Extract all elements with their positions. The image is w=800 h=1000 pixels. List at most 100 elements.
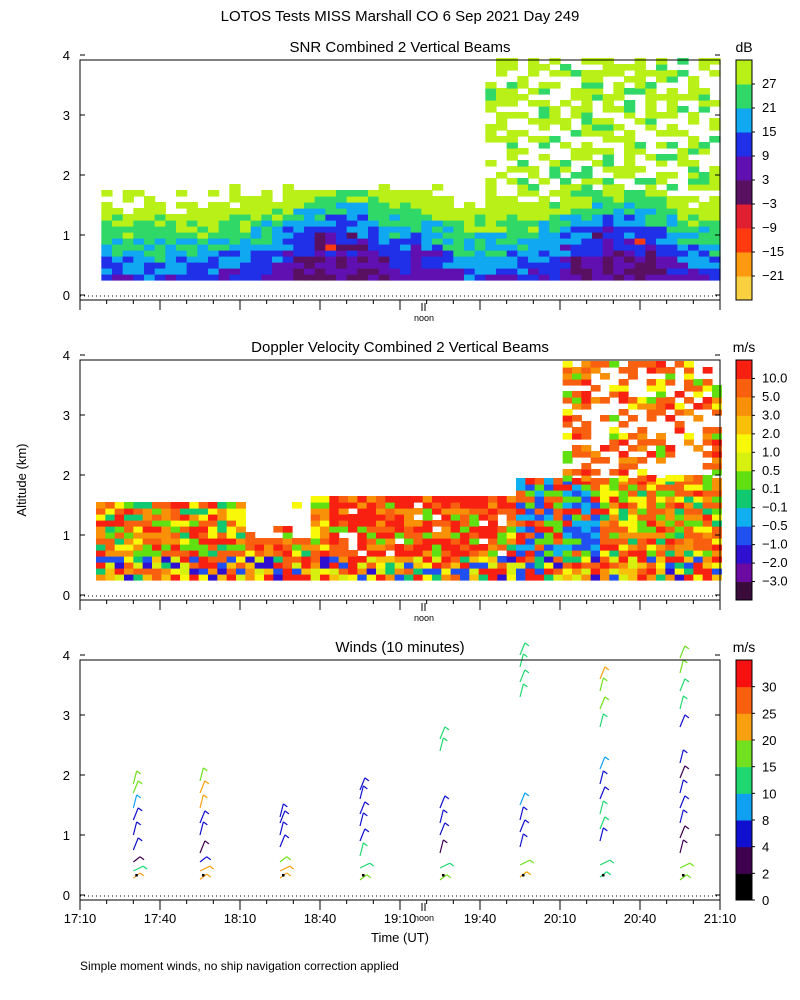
snr-cell	[688, 118, 700, 125]
snr-cell	[272, 232, 284, 239]
snr-cell	[485, 226, 497, 233]
doppler-cell	[320, 538, 330, 545]
snr-cell	[464, 244, 476, 251]
snr-cell	[613, 184, 625, 191]
doppler-cell	[684, 475, 694, 482]
doppler-cell	[460, 508, 470, 515]
doppler-cell	[432, 562, 442, 569]
snr-cell	[698, 208, 710, 215]
snr-cell	[613, 88, 625, 95]
doppler-cell	[450, 502, 461, 509]
snr-cell	[218, 202, 230, 209]
wind-barb	[679, 809, 684, 824]
doppler-cell	[590, 451, 601, 458]
snr-cell	[272, 208, 284, 215]
colorbar-label: 8	[762, 813, 769, 828]
snr-cell	[613, 220, 625, 227]
snr-cell	[421, 190, 433, 197]
doppler-cell	[404, 562, 414, 569]
snr-cell	[432, 268, 444, 275]
snr-cell	[357, 214, 369, 221]
snr-cell	[229, 226, 241, 233]
doppler-cell	[600, 556, 610, 563]
snr-cell	[464, 256, 476, 263]
snr-cell	[538, 82, 550, 89]
colorbar-label: 4	[762, 840, 769, 855]
snr-cell	[528, 238, 540, 245]
doppler-cell	[600, 574, 610, 581]
snr-cell	[378, 202, 390, 209]
doppler-cell	[385, 520, 396, 527]
doppler-cell	[693, 502, 704, 509]
snr-cell	[602, 160, 614, 167]
doppler-cell	[422, 502, 433, 509]
snr-cell	[325, 226, 337, 233]
doppler-cell	[684, 379, 694, 386]
doppler-cell	[674, 361, 685, 368]
doppler-cell	[376, 514, 386, 521]
colorbar-label: 0.5	[762, 463, 780, 478]
snr-cell	[325, 238, 337, 245]
doppler-cell	[572, 538, 582, 545]
snr-cell	[698, 88, 710, 95]
doppler-cell	[646, 532, 657, 539]
doppler-cell	[525, 478, 536, 485]
doppler-cell	[572, 427, 582, 434]
snr-cell	[570, 88, 582, 95]
snr-cell	[400, 250, 412, 257]
doppler-cell	[404, 508, 414, 515]
doppler-cell	[665, 556, 676, 563]
doppler-cell	[712, 544, 722, 551]
doppler-cell	[385, 562, 396, 569]
wind-barb-flag	[682, 749, 688, 754]
colorbar-label: −3	[762, 196, 777, 211]
doppler-cell	[581, 496, 592, 503]
doppler-cell	[189, 550, 200, 557]
snr-cell	[485, 196, 497, 203]
doppler-cell	[646, 568, 657, 575]
doppler-cell	[376, 574, 386, 581]
doppler-cell	[581, 373, 592, 380]
doppler-cell	[357, 574, 368, 581]
snr-cell	[389, 262, 401, 269]
doppler-cell	[329, 574, 340, 581]
snr-cell	[421, 232, 433, 239]
snr-cell	[176, 202, 188, 209]
snr-cell	[485, 208, 497, 215]
doppler-cell	[516, 550, 526, 557]
doppler-cell	[133, 544, 144, 551]
doppler-cell	[273, 556, 284, 563]
wind-barb	[439, 795, 446, 809]
doppler-cell	[628, 502, 638, 509]
snr-cell	[357, 232, 369, 239]
doppler-cell	[628, 550, 638, 557]
snr-cell	[336, 214, 348, 221]
snr-cell	[506, 100, 518, 107]
snr-cell	[336, 226, 348, 233]
doppler-cell	[646, 520, 657, 527]
snr-cell	[400, 262, 412, 269]
doppler-cell	[469, 544, 480, 551]
wind-barb-flag	[286, 856, 292, 861]
snr-cell	[208, 244, 220, 251]
snr-cell	[698, 244, 710, 251]
doppler-cell	[572, 403, 582, 410]
doppler-cell	[124, 544, 134, 551]
doppler-cell	[478, 568, 489, 575]
colorbar-swatch	[736, 526, 752, 546]
doppler-cell	[646, 409, 657, 416]
doppler-cell	[161, 502, 172, 509]
doppler-cell	[394, 556, 405, 563]
snr-cell	[272, 220, 284, 227]
doppler-cell	[236, 514, 246, 521]
doppler-cell	[189, 532, 200, 539]
doppler-cell	[245, 550, 256, 557]
doppler-cell	[618, 409, 629, 416]
snr-cell	[133, 250, 145, 257]
doppler-cell	[376, 526, 386, 533]
snr-cell	[186, 238, 198, 245]
doppler-cell	[432, 556, 442, 563]
snr-cell	[634, 142, 646, 149]
doppler-cell	[646, 451, 657, 458]
